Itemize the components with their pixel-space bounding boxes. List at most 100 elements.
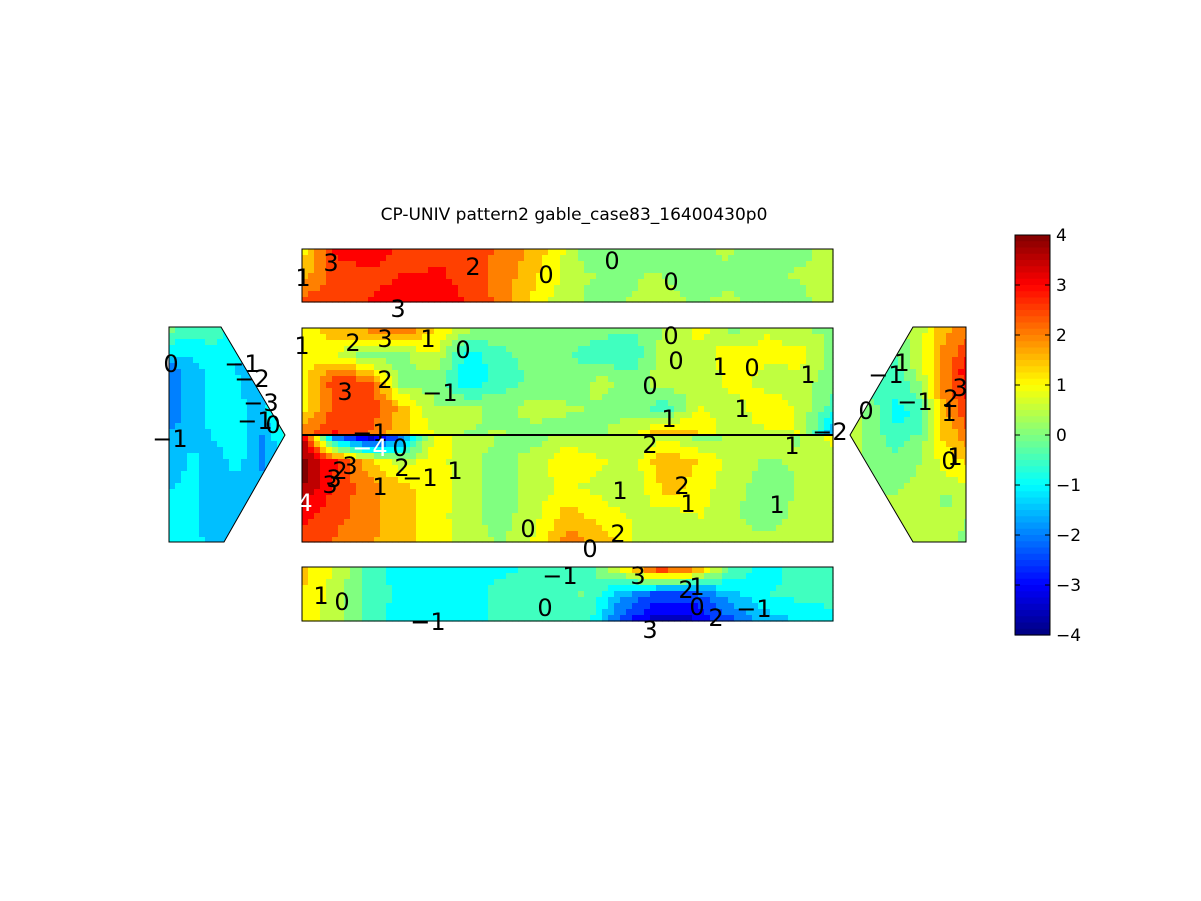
field-cell (446, 267, 453, 274)
field-cell (560, 447, 567, 454)
field-cell (302, 573, 309, 580)
field-cell (464, 346, 471, 353)
field-cell (362, 364, 369, 371)
field-cell (392, 483, 399, 490)
field-cell (428, 279, 435, 286)
field-cell (350, 400, 357, 407)
field-cell (830, 370, 834, 377)
field-cell (584, 249, 591, 256)
field-cell (812, 447, 819, 454)
field-cell (175, 357, 182, 364)
field-cell (698, 279, 705, 286)
field-cell (602, 291, 609, 298)
field-cell (752, 285, 759, 292)
field-cell (698, 471, 705, 478)
field-cell (350, 352, 357, 359)
field-cell (746, 519, 753, 526)
field-cell (314, 471, 321, 478)
field-cell (440, 615, 447, 622)
field-cell (716, 267, 723, 274)
field-cell (362, 285, 369, 292)
field-cell (572, 340, 579, 347)
field-cell (392, 261, 399, 268)
field-cell (632, 573, 639, 580)
field-cell (782, 489, 789, 496)
field-cell (734, 400, 741, 407)
field-cell (500, 603, 507, 610)
field-cell (602, 483, 609, 490)
field-cell (356, 483, 363, 490)
field-cell (434, 412, 441, 419)
field-cell (452, 477, 459, 484)
field-cell (524, 489, 531, 496)
field-cell (452, 273, 459, 280)
field-cell (470, 597, 477, 604)
field-cell (506, 435, 513, 442)
field-cell (374, 400, 381, 407)
field-cell (416, 537, 423, 543)
field-cell (404, 273, 411, 280)
field-cell (512, 495, 519, 502)
field-cell (476, 453, 483, 460)
field-cell (554, 531, 561, 538)
field-cell (794, 370, 801, 377)
field-cell (404, 459, 411, 466)
field-cell (602, 346, 609, 353)
field-cell (716, 394, 723, 401)
field-cell (674, 418, 681, 425)
field-cell (818, 376, 825, 383)
field-cell (662, 435, 669, 442)
field-cell (506, 591, 513, 598)
field-cell (548, 352, 555, 359)
field-cell (332, 334, 339, 341)
field-cell (602, 471, 609, 478)
field-cell (494, 261, 501, 268)
field-cell (830, 249, 834, 256)
field-cell (181, 333, 188, 340)
field-cell (824, 352, 831, 359)
field-cell (644, 267, 651, 274)
field-cell (356, 597, 363, 604)
field-cell (692, 352, 699, 359)
field-cell (650, 447, 657, 454)
field-cell (590, 418, 597, 425)
field-cell (193, 363, 200, 370)
field-cell (578, 334, 585, 341)
field-cell (806, 483, 813, 490)
field-cell (800, 249, 807, 256)
field-cell (344, 273, 351, 280)
field-cell (656, 609, 663, 616)
field-cell (734, 519, 741, 526)
field-cell (488, 364, 495, 371)
field-cell (752, 400, 759, 407)
field-cell (500, 291, 507, 298)
field-cell (392, 465, 399, 472)
field-cell (530, 513, 537, 520)
field-cell (488, 340, 495, 347)
field-cell (446, 261, 453, 268)
field-cell (410, 352, 417, 359)
field-cell (416, 609, 423, 616)
field-cell (494, 328, 501, 335)
field-cell (764, 261, 771, 268)
field-cell (674, 579, 681, 586)
field-cell (536, 279, 543, 286)
field-cell (608, 513, 615, 520)
field-cell (554, 519, 561, 526)
field-cell (356, 430, 363, 436)
field-cell (788, 579, 795, 586)
field-cell (476, 471, 483, 478)
field-cell (482, 465, 489, 472)
field-cell (476, 273, 483, 280)
field-cell (464, 489, 471, 496)
field-cell (422, 261, 429, 268)
field-cell (644, 441, 651, 448)
field-cell (320, 279, 327, 286)
field-cell (560, 495, 567, 502)
field-cell (758, 358, 765, 365)
field-cell (692, 537, 699, 543)
field-cell (614, 537, 621, 543)
field-cell (746, 358, 753, 365)
field-cell (596, 406, 603, 413)
field-cell (350, 273, 357, 280)
